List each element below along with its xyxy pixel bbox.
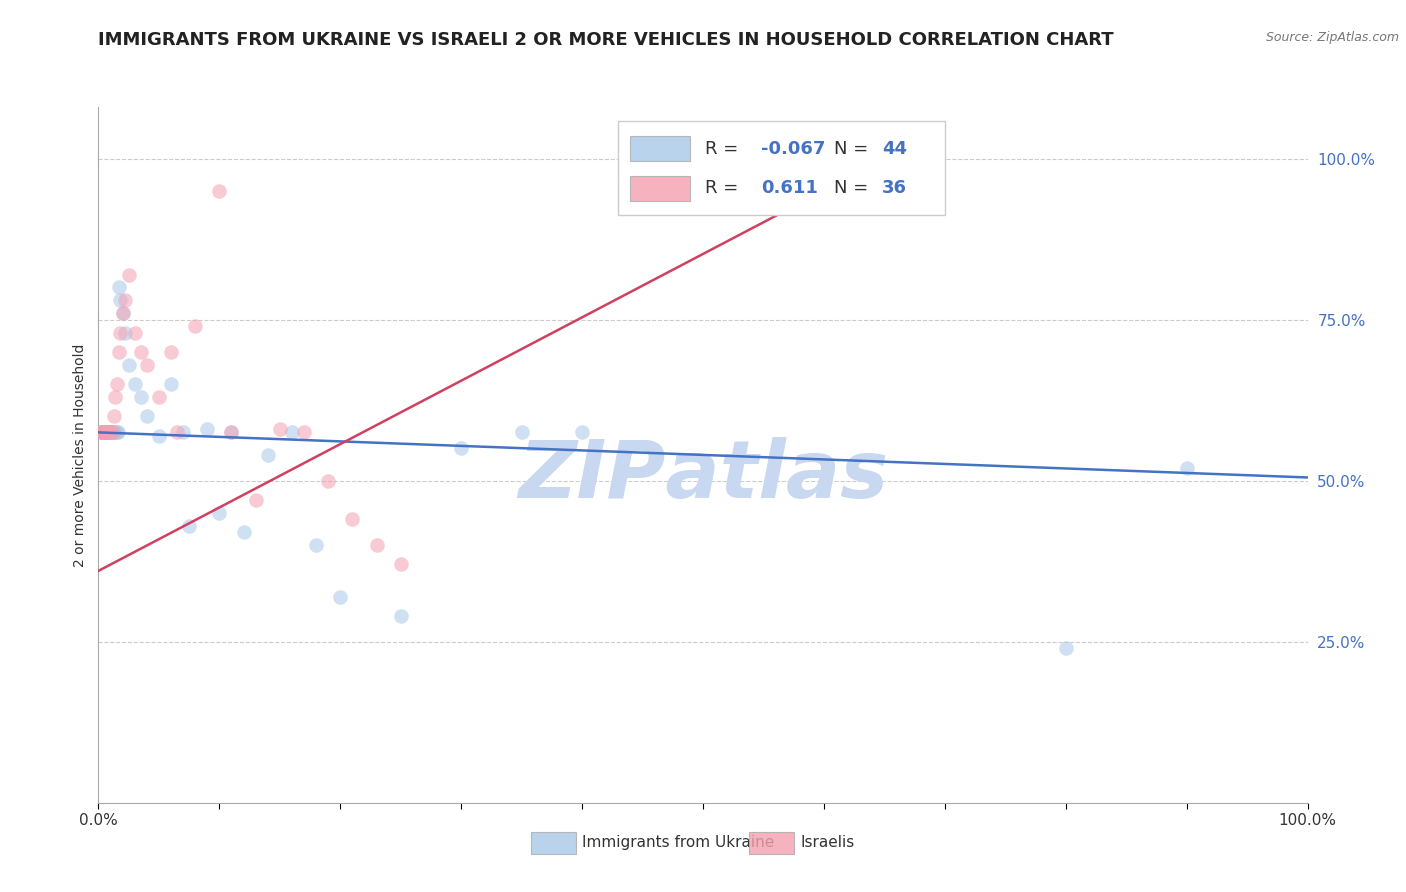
Point xyxy=(105,425,128,440)
Point xyxy=(160,377,183,392)
FancyBboxPatch shape xyxy=(619,121,945,215)
Point xyxy=(90,425,112,440)
Point xyxy=(208,506,231,520)
Point xyxy=(450,442,472,456)
Point xyxy=(111,306,134,320)
Point xyxy=(221,425,243,440)
Text: N =: N = xyxy=(834,179,873,197)
Point xyxy=(160,344,183,359)
Text: R =: R = xyxy=(706,179,744,197)
Point xyxy=(389,609,412,624)
Point xyxy=(108,280,131,294)
Y-axis label: 2 or more Vehicles in Household: 2 or more Vehicles in Household xyxy=(73,343,87,566)
Point xyxy=(91,425,114,440)
Point xyxy=(510,425,533,440)
Point xyxy=(97,425,120,440)
FancyBboxPatch shape xyxy=(630,176,690,201)
Point xyxy=(93,425,115,440)
Point xyxy=(166,425,188,440)
Point xyxy=(245,493,267,508)
Text: Israelis: Israelis xyxy=(800,836,855,850)
Text: 44: 44 xyxy=(882,140,907,158)
Text: 0.611: 0.611 xyxy=(761,179,818,197)
Point xyxy=(104,390,127,404)
Point xyxy=(342,512,364,526)
Point xyxy=(98,425,121,440)
Point xyxy=(118,358,141,372)
Point xyxy=(329,590,352,604)
Point xyxy=(90,425,112,440)
Point xyxy=(118,268,141,282)
Point xyxy=(195,422,218,436)
Point xyxy=(94,425,117,440)
Point xyxy=(1054,641,1077,656)
Text: 36: 36 xyxy=(882,179,907,197)
Point xyxy=(124,326,146,340)
Text: Immigrants from Ukraine: Immigrants from Ukraine xyxy=(582,836,775,850)
Text: ZIP​atlas: ZIP​atlas xyxy=(517,437,889,515)
Point xyxy=(208,184,231,198)
Point xyxy=(96,425,118,440)
Point xyxy=(104,425,127,440)
Text: IMMIGRANTS FROM UKRAINE VS ISRAELI 2 OR MORE VEHICLES IN HOUSEHOLD CORRELATION C: IMMIGRANTS FROM UKRAINE VS ISRAELI 2 OR … xyxy=(98,31,1114,49)
Point xyxy=(177,518,201,533)
Point xyxy=(129,344,152,359)
Point xyxy=(100,425,122,440)
Point xyxy=(93,425,115,440)
Text: -0.067: -0.067 xyxy=(761,140,825,158)
Point xyxy=(135,409,157,424)
Point xyxy=(129,390,152,404)
Point xyxy=(135,358,157,372)
Point xyxy=(316,474,339,488)
Point xyxy=(124,377,146,392)
Point xyxy=(91,425,114,440)
Point xyxy=(305,538,328,552)
Point xyxy=(105,377,128,392)
Point xyxy=(114,293,136,308)
Point xyxy=(292,425,315,440)
Point xyxy=(97,425,120,440)
Point xyxy=(108,344,131,359)
Point xyxy=(281,425,304,440)
Point xyxy=(148,390,170,404)
Point xyxy=(256,448,278,462)
Point xyxy=(96,425,118,440)
Point xyxy=(108,293,131,308)
Point xyxy=(103,409,125,424)
Point xyxy=(91,425,114,440)
Text: R =: R = xyxy=(706,140,744,158)
Point xyxy=(103,425,125,440)
Point xyxy=(93,425,115,440)
Point xyxy=(269,422,291,436)
Point xyxy=(98,425,121,440)
Point xyxy=(389,558,412,572)
Point xyxy=(100,425,122,440)
Point xyxy=(100,425,122,440)
Point xyxy=(93,425,115,440)
Point xyxy=(1175,460,1198,475)
Point xyxy=(96,425,118,440)
FancyBboxPatch shape xyxy=(630,136,690,161)
Point xyxy=(107,425,129,440)
Point xyxy=(172,425,194,440)
Point xyxy=(184,319,207,334)
Point xyxy=(100,425,122,440)
Point xyxy=(366,538,388,552)
Text: N =: N = xyxy=(834,140,873,158)
Point xyxy=(571,425,593,440)
Point xyxy=(232,525,254,540)
Text: Source: ZipAtlas.com: Source: ZipAtlas.com xyxy=(1265,31,1399,45)
Point xyxy=(94,425,117,440)
Point xyxy=(91,425,114,440)
Point xyxy=(96,425,118,440)
Point xyxy=(111,306,134,320)
Point xyxy=(148,428,170,442)
Point xyxy=(114,326,136,340)
Point xyxy=(108,326,131,340)
Point xyxy=(101,425,124,440)
Point xyxy=(101,425,124,440)
Point xyxy=(221,425,243,440)
